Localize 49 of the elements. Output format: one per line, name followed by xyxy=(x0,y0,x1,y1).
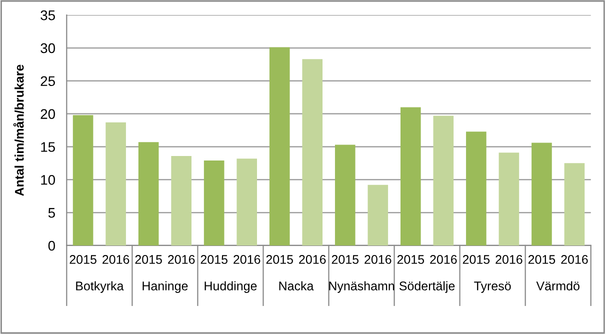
bar xyxy=(302,59,323,246)
text: 2016 xyxy=(430,255,457,264)
x-tick-label: Haninge xyxy=(142,281,188,293)
bar xyxy=(72,115,94,246)
y-axis-title: Antal tim/mån/brukare xyxy=(13,64,24,196)
text: 2016 xyxy=(496,255,522,264)
text: 2015 xyxy=(200,255,228,264)
y-tick-label: 15 xyxy=(41,142,55,152)
text: 2015 xyxy=(332,255,359,264)
bar xyxy=(368,184,388,246)
x-tick-label: Tyresö xyxy=(474,282,511,293)
y-tick-label: 25 xyxy=(40,76,55,86)
text: 2015 xyxy=(528,255,556,264)
text: 2015 xyxy=(135,255,162,264)
text: 2016 xyxy=(561,255,588,264)
text: 2016 xyxy=(299,255,326,264)
text: 2016 xyxy=(364,255,392,264)
y-tick-label: 35 xyxy=(40,10,55,20)
x-tick-label: Nacka xyxy=(279,281,314,290)
bar xyxy=(532,142,552,246)
y-tick-label: 20 xyxy=(40,109,56,119)
series-label: 2016 xyxy=(168,255,195,264)
text: 2015 xyxy=(70,255,96,264)
bar xyxy=(269,47,290,246)
bar xyxy=(204,160,224,246)
bar xyxy=(564,163,585,246)
y-tick-label: 5 xyxy=(48,208,55,218)
x-tick-label: Botkyrka xyxy=(76,281,124,293)
x-tick-label: Värmdö xyxy=(536,281,580,290)
bar xyxy=(106,122,126,246)
series-label: 2015 xyxy=(462,255,490,264)
bar xyxy=(171,156,192,246)
y-tick-label: 30 xyxy=(40,43,56,54)
bar xyxy=(334,144,356,246)
bar xyxy=(433,116,454,246)
text: 2015 xyxy=(266,255,293,264)
x-tick-label: Södertälje xyxy=(399,281,455,293)
bar xyxy=(138,142,159,246)
x-tick-label: Nynäshamn xyxy=(329,281,394,293)
y-tick-label: 0 xyxy=(48,240,56,251)
y-tick-label: 10 xyxy=(41,174,56,185)
bar xyxy=(466,132,486,246)
text: 2016 xyxy=(234,255,260,264)
bar xyxy=(400,107,421,246)
text: 2015 xyxy=(397,255,424,264)
bar xyxy=(498,152,520,246)
text: 2016 xyxy=(102,255,130,264)
bar xyxy=(236,158,258,246)
x-tick-label: Huddinge xyxy=(204,281,257,293)
